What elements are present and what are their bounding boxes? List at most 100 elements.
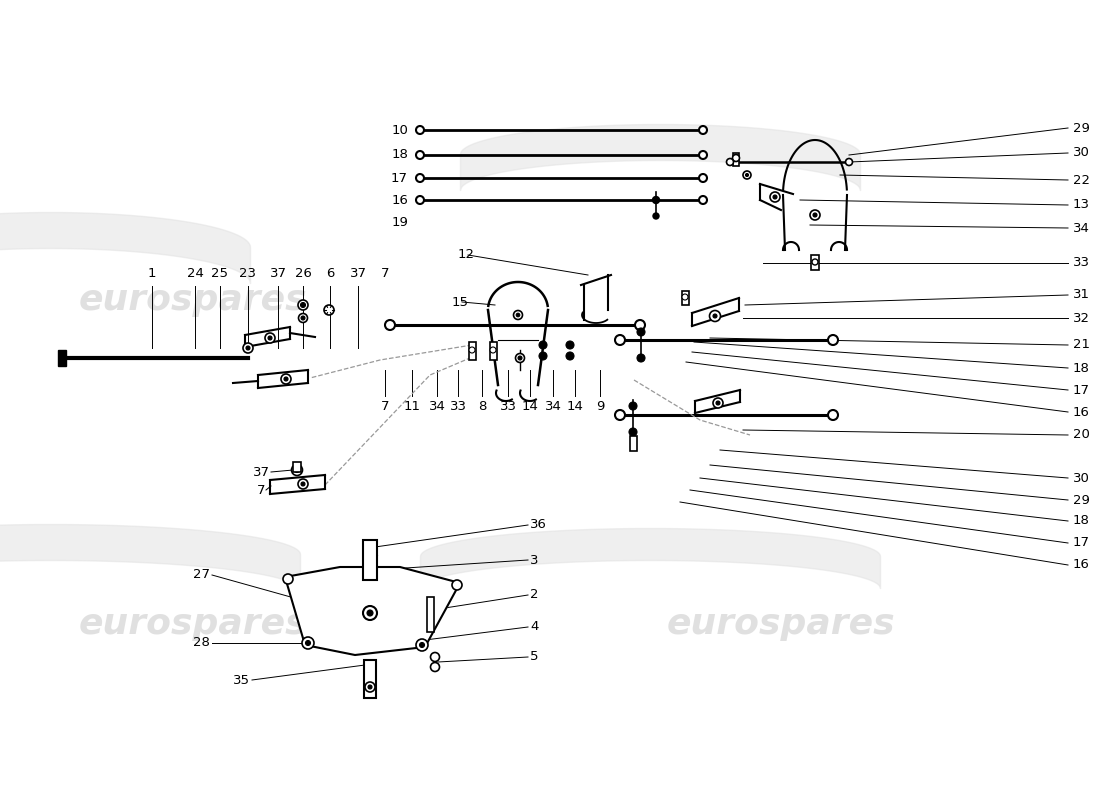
Circle shape <box>813 213 817 217</box>
Text: 16: 16 <box>1072 558 1090 571</box>
Text: 7: 7 <box>256 483 265 497</box>
Circle shape <box>846 158 852 166</box>
Text: 22: 22 <box>1072 174 1090 186</box>
Text: 3: 3 <box>530 554 539 566</box>
Text: 17: 17 <box>1072 537 1090 550</box>
Text: 20: 20 <box>1072 429 1090 442</box>
Circle shape <box>514 310 522 319</box>
Text: 2: 2 <box>530 589 539 602</box>
Text: 9: 9 <box>596 400 604 413</box>
Circle shape <box>298 479 308 489</box>
Circle shape <box>302 637 313 649</box>
Circle shape <box>417 640 427 650</box>
Circle shape <box>726 158 734 166</box>
Circle shape <box>298 314 308 322</box>
Circle shape <box>773 195 777 199</box>
Circle shape <box>268 336 272 340</box>
Circle shape <box>416 151 424 159</box>
Bar <box>293 462 301 472</box>
Text: 34: 34 <box>1072 222 1090 234</box>
Text: 34: 34 <box>544 400 561 413</box>
Circle shape <box>742 171 751 179</box>
Circle shape <box>243 343 253 353</box>
Text: 37: 37 <box>270 267 286 280</box>
Circle shape <box>828 335 838 345</box>
Circle shape <box>265 333 275 343</box>
Text: 31: 31 <box>1072 289 1090 302</box>
Circle shape <box>710 310 720 322</box>
Text: 14: 14 <box>566 400 583 413</box>
Text: 12: 12 <box>458 249 475 262</box>
Circle shape <box>301 316 305 320</box>
Text: 33: 33 <box>499 400 517 413</box>
Circle shape <box>635 320 645 330</box>
Circle shape <box>629 428 637 436</box>
Circle shape <box>770 192 780 202</box>
Text: 19: 19 <box>392 215 408 229</box>
Circle shape <box>539 352 547 360</box>
Circle shape <box>419 642 425 647</box>
Text: 30: 30 <box>1072 471 1090 485</box>
Text: 16: 16 <box>1072 406 1090 418</box>
Text: 16: 16 <box>392 194 408 206</box>
Circle shape <box>300 302 306 307</box>
Circle shape <box>539 341 547 349</box>
Circle shape <box>306 641 310 646</box>
Circle shape <box>682 294 688 300</box>
Text: eurospares: eurospares <box>78 283 307 317</box>
Circle shape <box>295 467 299 473</box>
Text: eurospares: eurospares <box>667 607 895 641</box>
Circle shape <box>615 410 625 420</box>
Circle shape <box>416 126 424 134</box>
Text: 32: 32 <box>1072 311 1090 325</box>
Text: 11: 11 <box>404 400 420 413</box>
Text: 7: 7 <box>381 400 389 413</box>
Text: 14: 14 <box>521 400 538 413</box>
Bar <box>811 255 819 270</box>
Bar <box>630 436 637 451</box>
Text: 36: 36 <box>530 518 547 531</box>
Circle shape <box>637 354 645 362</box>
Circle shape <box>385 320 395 330</box>
Circle shape <box>416 196 424 204</box>
Circle shape <box>302 638 313 648</box>
Circle shape <box>810 210 820 220</box>
Bar <box>364 660 376 698</box>
Circle shape <box>746 174 748 177</box>
Bar <box>733 153 739 166</box>
Bar <box>490 342 497 360</box>
Text: 21: 21 <box>1072 338 1090 351</box>
Circle shape <box>637 328 645 336</box>
Bar <box>363 540 377 580</box>
Circle shape <box>698 196 707 204</box>
Text: 6: 6 <box>326 267 334 280</box>
Circle shape <box>716 401 720 405</box>
Circle shape <box>698 126 707 134</box>
Text: 8: 8 <box>477 400 486 413</box>
Circle shape <box>301 482 305 486</box>
Circle shape <box>246 346 250 350</box>
Bar <box>682 291 689 305</box>
Circle shape <box>452 580 462 590</box>
Circle shape <box>469 347 475 353</box>
Circle shape <box>430 653 440 662</box>
Text: 26: 26 <box>295 267 311 280</box>
Circle shape <box>292 465 302 475</box>
Text: 33: 33 <box>1072 257 1090 270</box>
Bar <box>469 342 476 360</box>
Text: 29: 29 <box>1072 122 1090 134</box>
Circle shape <box>516 313 520 317</box>
Circle shape <box>518 356 522 360</box>
Text: 15: 15 <box>452 295 469 309</box>
Circle shape <box>653 213 659 219</box>
Text: 28: 28 <box>194 637 210 650</box>
Polygon shape <box>285 567 460 655</box>
Text: 25: 25 <box>211 267 229 280</box>
Circle shape <box>615 335 625 345</box>
Bar <box>427 597 434 632</box>
Circle shape <box>367 610 373 616</box>
Text: eurospares: eurospares <box>78 607 307 641</box>
Circle shape <box>713 314 717 318</box>
Circle shape <box>368 685 372 689</box>
Circle shape <box>828 410 838 420</box>
